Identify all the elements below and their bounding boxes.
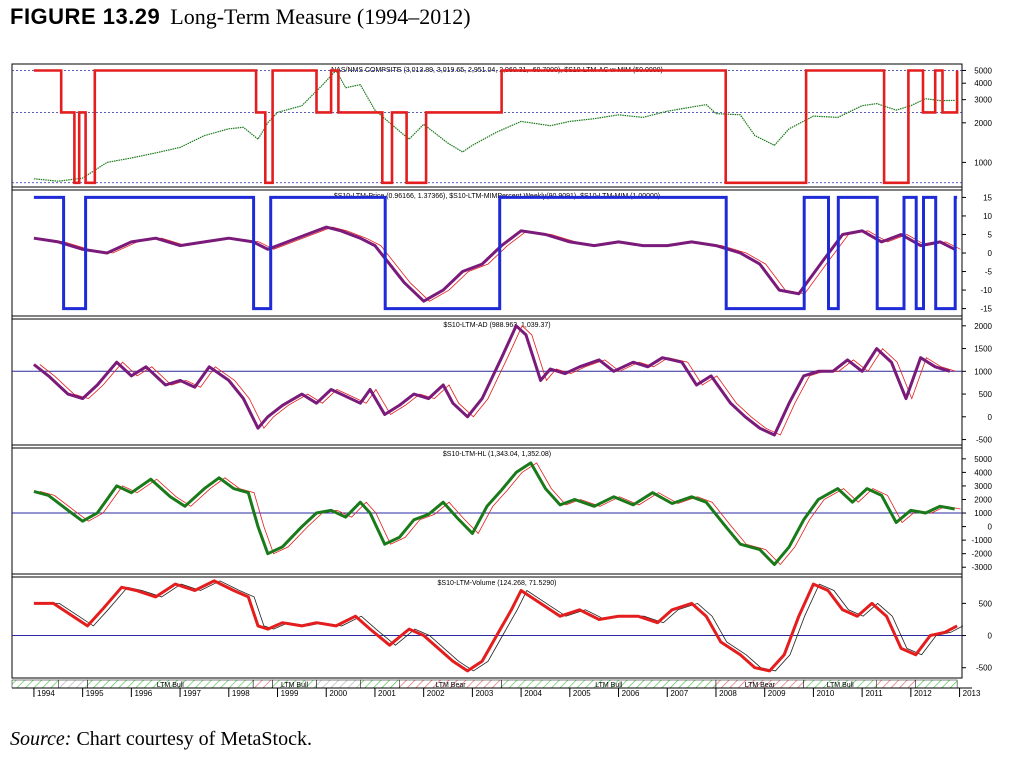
panel-title: $S10-LTM-HL (1,343.04, 1,352.08)	[443, 451, 551, 458]
regime-label: LTM Bear	[435, 682, 466, 689]
panel-title: $S10-LTM-Volume (124.268, 71.5290)	[438, 580, 557, 587]
y-tick-label: 1000	[974, 509, 992, 518]
x-tick-label: 1998	[232, 689, 250, 698]
chart-svg: NAS/NMS COMPSITE (3,013.89, 3,019.65, 2,…	[11, 63, 993, 698]
x-tick-label: 2002	[427, 689, 445, 698]
x-tick-label: 1999	[281, 689, 299, 698]
signal-series-line	[39, 325, 956, 436]
y-tick-label: 500	[979, 599, 993, 608]
regime-label: LTM Bear	[745, 682, 776, 689]
x-tick-label: 2007	[670, 689, 688, 698]
y-tick-label: -15	[980, 305, 992, 314]
y-tick-label: 5000	[974, 66, 992, 75]
y-tick-label: 0	[988, 523, 993, 532]
x-tick-label: 1995	[86, 689, 104, 698]
y-tick-label: -500	[976, 436, 993, 445]
x-tick-label: 2000	[329, 689, 347, 698]
indicator-series-line	[33, 579, 958, 673]
x-tick-label: 2011	[866, 689, 884, 698]
y-tick-label: 3000	[974, 96, 992, 105]
x-tick-label: 1996	[134, 689, 152, 698]
y-tick-label: 4000	[974, 79, 992, 88]
regime-label: LTM Bull	[281, 682, 309, 689]
y-tick-label: 5	[988, 230, 993, 239]
y-tick-label: 5000	[974, 455, 992, 464]
panel-5: $S10-LTM-Volume (124.268, 71.5290) 500 0 -5…	[12, 576, 993, 679]
x-tick-label: 2012	[914, 689, 932, 698]
regime-label: LTM Bull	[827, 682, 855, 689]
caption-text: Chart courtesy of MetaStock.	[76, 728, 312, 750]
x-tick-label: 2006	[622, 689, 640, 698]
y-tick-label: -10	[980, 286, 992, 295]
state-series-line	[33, 69, 959, 185]
regime-segment	[915, 679, 958, 689]
y-tick-label: -2000	[972, 550, 993, 559]
figure-label: FIGURE 13.29	[10, 4, 161, 29]
y-tick-label: 15	[983, 193, 992, 202]
regime-label: LTM Bull	[157, 682, 185, 689]
y-tick-label: 1000	[974, 367, 992, 376]
panel-4: $S10-LTM-HL (1,343.04, 1,352.08) 5000 4000…	[12, 447, 993, 575]
x-tick-label: 2003	[475, 689, 493, 698]
indicator-series-line	[32, 324, 951, 437]
figure-name: Long-Term Measure (1994–2012)	[170, 4, 471, 29]
y-tick-label: 4000	[974, 468, 992, 477]
y-tick-label: 2000	[974, 119, 992, 128]
regime-label: LTM Bull	[595, 682, 623, 689]
indicator-series-line	[33, 225, 956, 303]
signal-series-line	[39, 462, 961, 566]
x-tick-label: 1994	[37, 689, 55, 698]
x-tick-label: 2005	[573, 689, 591, 698]
y-tick-label: 0	[988, 632, 993, 641]
y-tick-label: 1000	[974, 158, 992, 167]
regime-segment	[360, 679, 400, 689]
x-tick-label: 2001	[378, 689, 396, 698]
panel-title: $S10-LTM-AD (988.963, 1,039.37)	[443, 322, 550, 329]
panel-title: $S10-LTM-Price (0.96166, 1.37366), $S10-…	[334, 193, 660, 200]
regime-segment	[11, 679, 59, 689]
y-tick-label: 0	[988, 249, 993, 258]
signal-series-line	[39, 580, 964, 672]
y-tick-label: -1000	[972, 536, 993, 545]
y-tick-label: -500	[976, 664, 993, 673]
y-tick-label: 1500	[974, 345, 992, 354]
y-tick-label: 10	[983, 212, 992, 221]
regime-segment	[876, 679, 916, 689]
x-tick-label: 2010	[817, 689, 835, 698]
regime-segment	[316, 679, 361, 689]
figure-caption: Source: Chart courtesy of MetaStock.	[10, 728, 312, 751]
regime-segment	[252, 679, 273, 689]
y-tick-label: 2000	[974, 322, 992, 331]
x-tick-label: 2008	[719, 689, 737, 698]
price-series-line	[33, 69, 955, 182]
y-tick-label: 500	[979, 390, 993, 399]
mim-state-series-line	[33, 195, 958, 311]
panel-2: $S10-LTM-Price (0.96166, 1.37366), $S10-…	[12, 189, 993, 317]
regime-segment	[58, 679, 88, 689]
y-tick-label: 3000	[974, 482, 992, 491]
x-tick-label: 2013	[963, 689, 981, 698]
panel-1: NAS/NMS COMPSITE (3,013.89, 3,019.65, 2,…	[12, 63, 993, 188]
x-tick-label: 2004	[524, 689, 542, 698]
panel-3: $S10-LTM-AD (988.963, 1,039.37) 2000 1500 1…	[12, 318, 993, 446]
x-tick-label: 2009	[768, 689, 786, 698]
y-tick-label: 0	[988, 413, 993, 422]
timeline-band: LTM Bull LTM Bull LTM Bear LTM Bull LTM Bear…	[11, 679, 981, 698]
caption-source-label: Source:	[10, 728, 72, 750]
y-tick-label: -5	[985, 268, 993, 277]
y-tick-label: 2000	[974, 495, 992, 504]
y-tick-label: -3000	[972, 563, 993, 572]
figure-title: FIGURE 13.29 Long-Term Measure (1994–2012…	[10, 4, 471, 34]
indicator-series-line	[33, 461, 955, 566]
x-tick-label: 1997	[183, 689, 201, 698]
